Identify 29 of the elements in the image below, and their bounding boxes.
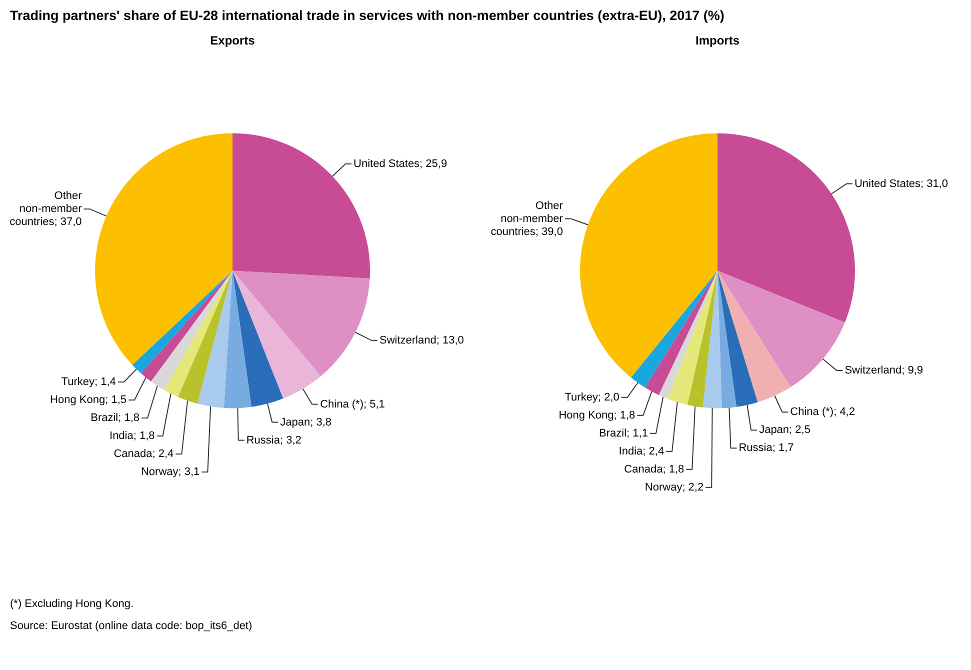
- slice-label: Turkey; 2,0: [564, 391, 620, 404]
- chart-title: Exports: [210, 34, 256, 48]
- slice-label: India; 1,8: [110, 430, 155, 442]
- chart-title: Imports: [695, 34, 740, 48]
- slice-label: Other non-member countries; 37,0: [10, 190, 82, 228]
- slice-label: Japan; 3,8: [280, 416, 332, 428]
- slice-label: Brazil; 1,1: [599, 427, 648, 440]
- slice-label: Other non-member countries; 39,0: [490, 200, 564, 238]
- source-note: Source: Eurostat (online data code: bop_its6_det): [10, 620, 252, 632]
- slice-label: Switzerland; 13,0: [379, 334, 464, 346]
- slice-label: Turkey; 1,4: [61, 376, 116, 388]
- slice-label: United States; 31,0: [854, 178, 948, 190]
- text: (*) Excluding Hong Kong.: [10, 598, 135, 610]
- text: Trading partners' share of EU-28 international trade in services with non-member countries (extra-EU), 2017 (%): [10, 8, 724, 23]
- slice-label: Norway; 3,1: [140, 466, 200, 478]
- slice-label: Brazil; 1,8: [90, 412, 140, 424]
- slice-label: Canada; 2,4: [114, 448, 174, 460]
- slice-label: Norway; 2,2: [644, 481, 704, 494]
- slice-label: Russia; 3,2: [246, 434, 302, 446]
- slice-label: India; 2,4: [618, 445, 664, 458]
- slice-label: Hong Kong; 1,8: [558, 409, 636, 422]
- slice-label: Hong Kong; 1,5: [50, 394, 127, 406]
- slice-label: Japan; 2,5: [759, 424, 810, 436]
- slice-label: United States; 25,9: [354, 158, 448, 170]
- slice-label: Canada; 1,8: [624, 463, 684, 476]
- slice-label: Switzerland; 9,9: [844, 364, 923, 377]
- slice-label: Russia; 1,7: [738, 442, 794, 454]
- slice-label: China (*); 4,2: [790, 406, 855, 418]
- slice-label: China (*); 5,1: [320, 398, 385, 410]
